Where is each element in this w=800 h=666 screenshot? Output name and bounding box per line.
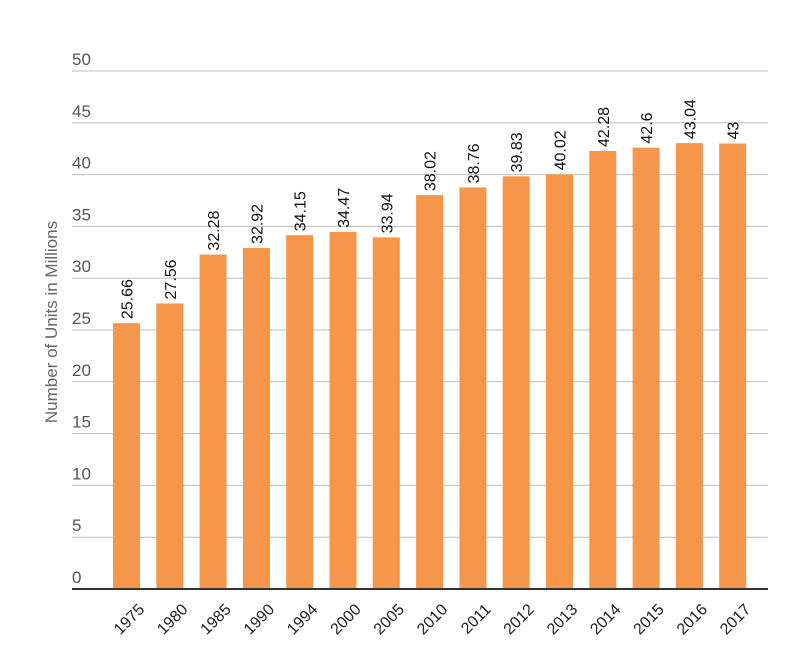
data-label-2000: 34.47 xyxy=(336,188,353,228)
x-tick-label: 2000 xyxy=(327,601,364,638)
x-tick-label: 2016 xyxy=(674,601,711,638)
data-label-2015: 42.6 xyxy=(639,112,656,143)
y-tick-label: 45 xyxy=(72,102,91,121)
x-tick-label: 2011 xyxy=(458,601,494,637)
y-tick-label: 5 xyxy=(72,516,81,535)
data-label-2005: 33.94 xyxy=(379,193,396,233)
bar-2005 xyxy=(372,237,400,590)
data-labels: 25.66 27.56 32.28 32.92 34.15 34.47 33.94 38.02… xyxy=(120,99,743,319)
bar-2017 xyxy=(719,143,747,589)
bar-2013 xyxy=(546,174,573,589)
data-label-2010: 38.02 xyxy=(423,151,440,191)
bar-2014 xyxy=(589,150,617,590)
bar-1985 xyxy=(199,254,227,589)
y-tick-label: 0 xyxy=(72,568,81,587)
data-label-2011: 38.76 xyxy=(466,143,483,183)
x-tick-label: 2013 xyxy=(544,601,581,638)
x-tick-label: 2010 xyxy=(414,601,451,638)
y-tick-label: 40 xyxy=(72,154,91,173)
data-label-2017: 43 xyxy=(726,122,743,140)
y-axis-ticks: 0 5 10 15 20 25 30 35 40 45 50 xyxy=(72,50,91,587)
x-tick-label: 2015 xyxy=(631,601,668,638)
x-axis-ticks: 1975 1980 1985 1990 1994 2000 2005 2010 2011 2012… xyxy=(111,601,754,638)
x-tick-label: 1994 xyxy=(284,601,321,638)
y-tick-label: 25 xyxy=(72,309,91,328)
bar-2010 xyxy=(416,195,444,589)
bar-1980 xyxy=(156,303,184,589)
bar-1990 xyxy=(242,247,270,590)
data-label-1990: 32.92 xyxy=(249,204,266,244)
data-label-2013: 40.02 xyxy=(553,130,570,170)
y-tick-label: 20 xyxy=(72,361,91,380)
bar-2011 xyxy=(459,187,487,589)
data-label-2012: 39.83 xyxy=(509,132,526,172)
x-tick-label: 2014 xyxy=(587,601,624,638)
bar-2000 xyxy=(329,231,357,589)
data-label-1985: 32.28 xyxy=(206,210,223,250)
y-tick-label: 10 xyxy=(72,464,91,483)
data-label-1994: 34.15 xyxy=(293,191,310,231)
bar-2012 xyxy=(502,176,530,589)
x-tick-label: 2017 xyxy=(717,601,754,638)
x-tick-label: 1990 xyxy=(241,601,278,638)
x-tick-label: 1980 xyxy=(154,601,191,638)
x-tick-label: 1975 xyxy=(111,601,148,638)
bar-1994 xyxy=(286,235,314,589)
bars xyxy=(113,143,747,590)
bar-2016 xyxy=(675,143,703,590)
y-tick-label: 50 xyxy=(72,50,91,69)
data-label-2016: 43.04 xyxy=(682,99,699,139)
data-label-1975: 25.66 xyxy=(120,279,137,319)
y-tick-label: 15 xyxy=(72,413,91,432)
bar-2015 xyxy=(632,147,660,589)
data-label-2014: 42.28 xyxy=(596,107,613,147)
y-axis-title: Number of Units in Millions xyxy=(42,221,61,423)
x-tick-label: 1985 xyxy=(198,601,235,638)
bar-1975 xyxy=(113,323,140,589)
y-tick-label: 35 xyxy=(72,205,91,224)
x-tick-label: 2005 xyxy=(371,601,408,638)
data-label-1980: 27.56 xyxy=(163,259,180,299)
x-tick-label: 2012 xyxy=(501,601,538,638)
y-tick-label: 30 xyxy=(72,257,91,276)
